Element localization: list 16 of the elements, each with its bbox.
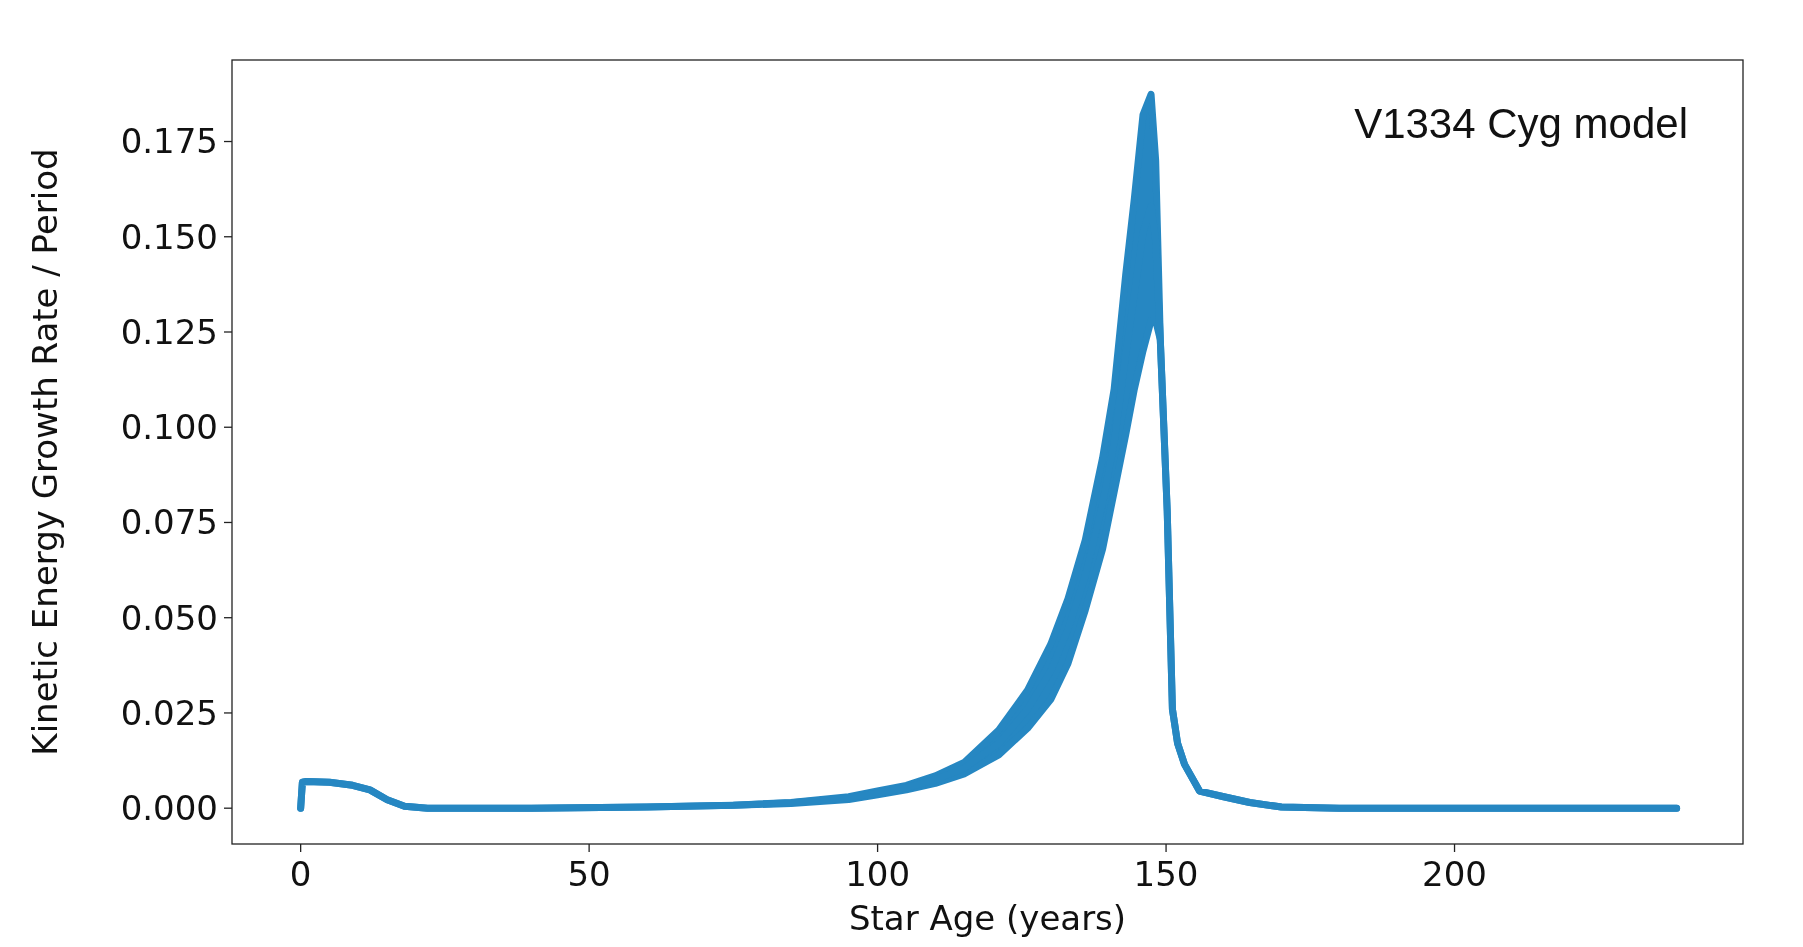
x-tick-label: 0 — [289, 854, 312, 894]
y-axis-title: Kinetic Energy Growth Rate / Period — [25, 148, 65, 756]
x-tick-label: 150 — [1133, 854, 1199, 894]
y-tick-label: 0.125 — [120, 311, 218, 352]
y-tick-label: 0.000 — [120, 788, 218, 829]
y-tick-label: 0.175 — [120, 121, 218, 162]
x-tick-label: 100 — [845, 854, 911, 894]
annotation: V1334 Cyg model — [1354, 100, 1688, 147]
y-tick-label: 0.050 — [120, 597, 218, 638]
y-tick-label: 0.100 — [120, 407, 218, 448]
x-tick-label: 50 — [567, 854, 611, 894]
y-tick-label: 0.025 — [120, 692, 218, 733]
x-axis-title: Star Age (years) — [848, 898, 1127, 938]
y-tick-label: 0.075 — [120, 502, 218, 543]
y-tick-label: 0.150 — [120, 216, 218, 257]
x-tick-label: 200 — [1422, 854, 1487, 894]
